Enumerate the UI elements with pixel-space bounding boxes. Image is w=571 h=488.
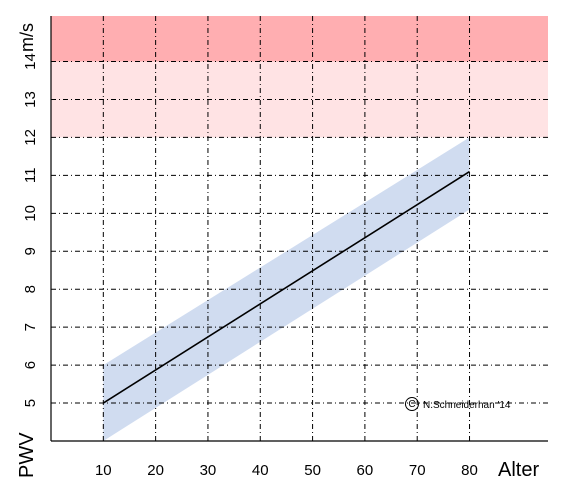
annotation-text: N.Schneiderhan '14 <box>423 400 511 411</box>
y-tick-label: 10 <box>22 205 39 222</box>
y-tick-label: 13 <box>22 91 39 108</box>
copyright-icon <box>404 397 419 412</box>
copyright-annotation: C N.Schneiderhan '14 <box>404 397 511 412</box>
zone-0 <box>51 16 548 62</box>
x-tick-label: 10 <box>95 462 112 479</box>
x-tick-label: 50 <box>304 462 321 479</box>
reference-zones <box>51 16 548 138</box>
y-axis-unit: m/s <box>17 23 37 52</box>
y-tick-label: 5 <box>22 399 39 407</box>
x-tick-label: 20 <box>147 462 164 479</box>
axes <box>50 16 548 442</box>
y-tick-label: 8 <box>22 285 39 293</box>
grid-lines <box>51 16 548 441</box>
series-line-0 <box>102 170 470 404</box>
data-lines <box>102 170 470 404</box>
y-axis-title: PWV <box>16 432 38 478</box>
x-tick-label: 80 <box>461 462 478 479</box>
x-tick-label: 60 <box>357 462 374 479</box>
y-tick-label: 6 <box>22 361 39 369</box>
x-tick-label: 70 <box>409 462 426 479</box>
x-tick-label: 30 <box>200 462 217 479</box>
x-axis-title: Alter <box>498 459 539 481</box>
y-tick-label: 11 <box>22 168 39 184</box>
y-tick-label: 7 <box>22 323 39 331</box>
copyright-symbol: C <box>408 399 415 410</box>
tick-labels: 10 20 30 40 50 60 70 80 5 6 7 8 9 10 11 12 13 14 <box>22 53 478 479</box>
y-tick-label: 9 <box>22 247 39 255</box>
x-tick-label: 40 <box>252 462 269 479</box>
y-tick-label: 12 <box>22 129 39 146</box>
y-tick-label: 14 <box>22 53 39 70</box>
